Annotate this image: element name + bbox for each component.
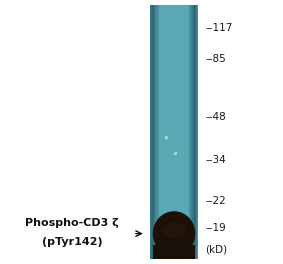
Bar: [153, 245, 195, 259]
Bar: [191, 5, 194, 259]
Ellipse shape: [153, 211, 195, 256]
Bar: [189, 5, 198, 259]
Text: --22: --22: [205, 196, 226, 206]
Bar: [153, 5, 156, 259]
Bar: [190, 5, 192, 259]
Bar: [151, 5, 154, 259]
Bar: [194, 5, 197, 259]
Bar: [193, 5, 196, 259]
Bar: [150, 5, 153, 259]
Text: Phospho-CD3 ζ: Phospho-CD3 ζ: [25, 218, 119, 228]
Text: --85: --85: [205, 54, 226, 64]
Bar: [150, 5, 198, 259]
Bar: [192, 5, 195, 259]
Bar: [152, 5, 155, 259]
Bar: [150, 5, 159, 259]
Text: (kD): (kD): [205, 244, 227, 254]
Text: --19: --19: [205, 223, 226, 233]
Ellipse shape: [161, 222, 187, 238]
Text: --34: --34: [205, 155, 226, 165]
Text: --117: --117: [205, 23, 233, 33]
Bar: [155, 5, 157, 259]
Text: (pTyr142): (pTyr142): [42, 237, 102, 247]
Text: --48: --48: [205, 112, 226, 122]
